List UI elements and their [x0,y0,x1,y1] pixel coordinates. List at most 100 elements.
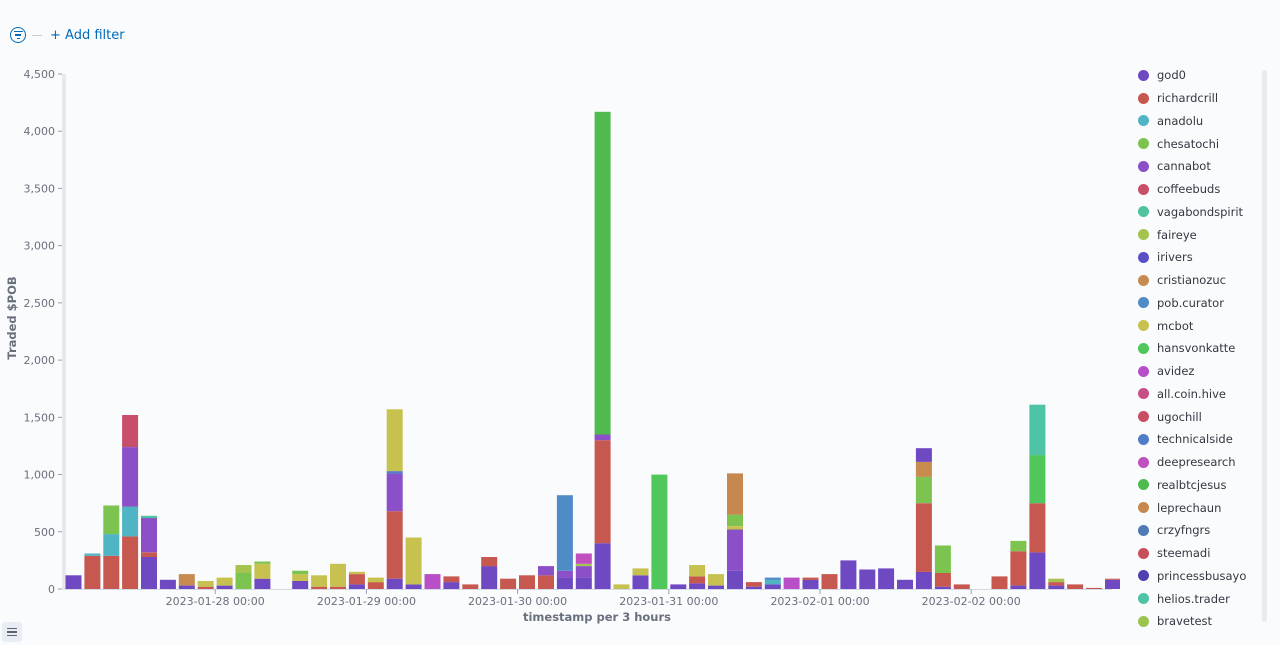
bar-segment-richardcrill[interactable] [1048,582,1065,586]
bar-stack[interactable] [235,565,252,589]
legend-item[interactable]: cristianozuc [1132,269,1262,292]
bar-stack[interactable] [915,448,932,589]
bar-stack[interactable] [1105,578,1120,589]
bar-segment-mcbot[interactable] [613,584,630,589]
bar-stack[interactable] [821,574,838,589]
bar-segment-richardcrill[interactable] [311,586,328,589]
bar-segment-god0[interactable] [708,585,724,589]
legend-item[interactable]: vagabondspirit [1132,201,1262,224]
bar-stack[interactable] [934,545,951,590]
bar-segment-god0[interactable] [1105,579,1120,589]
bar-segment-richardcrill[interactable] [821,574,838,589]
bar-segment-god0[interactable] [915,571,932,589]
bar-stack[interactable] [311,575,328,589]
bar-segment-chesatochi[interactable] [292,570,309,575]
bar-segment-mcbot[interactable] [689,565,706,577]
bar-segment-god0[interactable] [65,575,82,589]
bar-segment-god0[interactable] [1029,552,1046,589]
legend-item[interactable]: mcbot [1132,314,1262,337]
bar-segment-mcbot[interactable] [386,409,403,472]
bar-stack[interactable] [575,553,592,590]
bar-segment-cristianozuc[interactable] [178,574,195,586]
bar-segment-richardcrill[interactable] [745,582,762,587]
bar-segment-god0[interactable] [764,584,781,589]
bar-segment-pob-curator[interactable] [764,577,781,580]
bar-stack[interactable] [1048,578,1065,589]
bar-stack[interactable] [178,574,195,589]
bar-stack[interactable] [443,576,460,589]
legend-item[interactable]: coffeebuds [1132,178,1262,201]
bar-stack[interactable] [386,409,403,589]
bar-segment-cristianozuc[interactable] [915,462,932,477]
bar-segment-cannabot[interactable] [538,566,554,576]
bar-stack[interactable] [878,568,895,589]
legend-item[interactable]: cannabot [1132,155,1262,178]
bar-segment-mcbot[interactable] [632,568,649,576]
legend-item[interactable]: steemadi [1132,542,1262,565]
bar-segment-cannabot[interactable] [594,434,611,441]
legend-item[interactable]: technicalside [1132,428,1262,451]
bar-segment-richardcrill[interactable] [348,574,365,585]
legend-item[interactable]: chesatochi [1132,132,1262,155]
bar-segment-god0[interactable] [897,579,913,589]
bar-stack[interactable] [500,578,517,589]
bar-segment-god0[interactable] [859,569,876,590]
bar-segment-richardcrill[interactable] [141,552,157,557]
bar-segment-richardcrill[interactable] [991,576,1008,589]
legend-item[interactable]: hansvonkatte [1132,337,1262,360]
bar-segment-cannabot[interactable] [122,447,139,507]
bar-segment-richardcrill[interactable] [367,582,384,589]
bar-stack[interactable] [727,473,743,589]
bar-segment-avidez[interactable] [424,574,441,589]
bar-segment-mcbot[interactable] [292,574,309,581]
bar-segment-god0[interactable] [575,577,592,589]
bar-segment-god0[interactable] [878,568,895,589]
bar-segment-leprechaun[interactable] [727,473,743,515]
bar-segment-mcbot[interactable] [254,563,271,579]
bar-segment-richardcrill[interactable] [594,440,611,544]
bar-segment-pob-curator[interactable] [556,495,573,571]
bar-stack[interactable] [405,537,422,590]
bar-segment-richardcrill[interactable] [1067,584,1084,589]
bar-segment-realbtcjesus[interactable] [594,111,611,435]
bar-stack[interactable] [594,111,611,589]
bar-segment-richardcrill[interactable] [462,584,479,589]
bar-stack[interactable] [197,581,214,589]
legend-item[interactable]: princessbusayo [1132,565,1262,588]
bar-stack[interactable] [556,495,573,589]
bar-segment-richardcrill[interactable] [953,584,970,589]
bar-segment-richardcrill[interactable] [197,586,214,589]
bar-stack[interactable] [708,574,724,589]
bar-segment-god0[interactable] [594,543,611,589]
legend-item[interactable]: all.coin.hive [1132,383,1262,406]
bar-segment-cannabot[interactable] [141,518,157,553]
bar-segment-mcbot[interactable] [405,537,422,585]
bar-segment-richardcrill[interactable] [481,557,498,567]
bar-segment-faireye[interactable] [235,565,252,573]
bar-segment-chesatochi[interactable] [727,514,743,526]
bar-segment-vagabondspirit[interactable] [141,515,157,519]
bar-segment-richardcrill[interactable] [915,503,932,572]
bar-stack[interactable] [897,579,913,589]
bar-segment-richardcrill[interactable] [1105,578,1120,580]
bar-segment-richardcrill[interactable] [330,586,346,589]
bar-segment-richardcrill[interactable] [443,576,460,583]
bar-segment-god0[interactable] [178,585,195,589]
bar-segment-mcbot[interactable] [367,577,384,583]
bar-segment-technicalside[interactable] [386,471,403,474]
bar-stack[interactable] [783,577,800,589]
bar-segment-chesatochi[interactable] [254,561,271,564]
bar-segment-richardcrill[interactable] [538,575,554,589]
bar-segment-richardcrill[interactable] [84,555,101,589]
bar-stack[interactable] [991,576,1008,589]
bar-segment-god0[interactable] [159,579,176,589]
bar-segment-mcbot[interactable] [348,571,365,575]
bar-segment-helios-trader[interactable] [1029,404,1046,456]
legend-item[interactable]: ugochill [1132,405,1262,428]
bar-stack[interactable] [216,577,233,589]
bar-segment-god0[interactable] [1048,585,1065,589]
legend-item[interactable]: richardcrill [1132,87,1262,110]
bar-segment-god0[interactable] [632,575,649,589]
bar-segment-deepresearch[interactable] [575,553,592,564]
legend-item[interactable]: bravetest [1132,610,1262,633]
